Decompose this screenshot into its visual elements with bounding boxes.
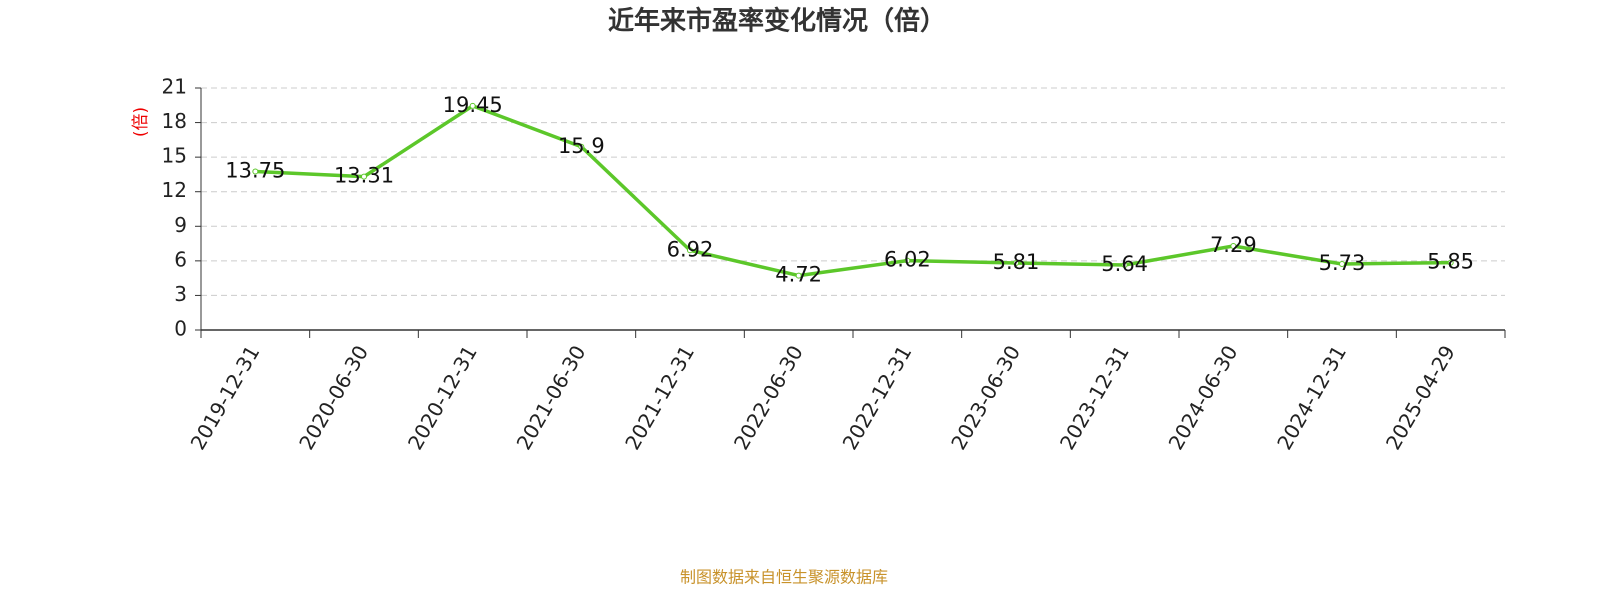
data-label: 15.9 [558,134,605,158]
line [255,104,1451,278]
x-tick-label: 2019-12-31 [186,341,265,454]
footer: 制图数据来自恒生聚源数据库 [680,568,888,587]
x-tick-label: 2021-06-30 [512,341,591,454]
y-tick-label: 6 [174,247,187,271]
x-tick-label: 2021-12-31 [620,341,699,454]
y-tick-label: 3 [174,282,187,306]
point [469,102,476,109]
x-tick-label: 2020-06-30 [294,341,373,454]
x-tick-label: 2020-12-31 [403,341,482,454]
x-tick-label: 2023-06-30 [946,341,1025,454]
x-tick-label: 2023-12-31 [1055,341,1134,454]
point [687,247,693,254]
chart-title: 近年来市盈率变化情况（倍） [608,6,946,37]
x-tick-label: 2022-06-30 [729,341,808,454]
point [795,272,802,279]
point [361,173,367,180]
data-label: 5.85 [1427,250,1474,274]
data-label: 5.64 [1101,252,1148,276]
data-label: 6.92 [667,237,714,261]
data-label: 13.75 [225,159,285,183]
data-label: 5.73 [1319,251,1366,275]
x-tick-label: 2024-06-30 [1164,341,1243,454]
point [1121,262,1128,269]
y-tick-label: 9 [174,213,187,237]
y-tick-label: 18 [162,109,187,133]
point [578,143,585,150]
y-tick-label: 15 [162,144,187,168]
x-tick-label: 2022-12-31 [838,341,917,454]
data-label: 4.72 [775,263,822,287]
point [1339,260,1345,267]
y-tick-label: 21 [162,75,187,99]
x-tick-label: 2024-12-31 [1272,341,1351,454]
data-label: 7.29 [1210,233,1257,257]
data-label: 6.02 [884,248,931,272]
data-label: 13.31 [334,164,394,188]
y-tick-label: 0 [174,317,187,341]
y-axis-label: (倍) [131,107,151,137]
data-label: 19.45 [443,93,503,117]
x-tick-label: 2025-04-29 [1381,341,1460,454]
point [1013,260,1019,267]
point [252,168,259,175]
point [1230,242,1237,249]
point [1447,259,1454,266]
point [904,257,911,264]
y-tick-label: 12 [162,178,187,202]
data-label: 5.81 [993,250,1040,274]
